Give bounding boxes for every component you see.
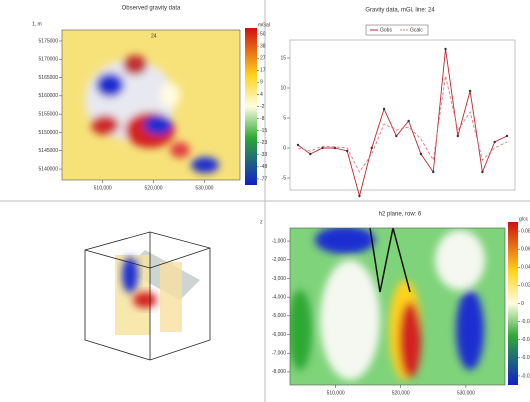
y-tick-label: 5175000 — [39, 38, 59, 44]
colorbar-label: 50 — [260, 31, 266, 37]
colorbar-label: 0.02 — [521, 283, 530, 289]
data-point — [296, 143, 300, 147]
colorbar-label: -0.06 — [521, 355, 530, 361]
gravity-field — [62, 30, 240, 180]
y-tick-label: 5150000 — [39, 130, 59, 136]
colorbar-label: 4 — [260, 92, 263, 98]
colorbar-label: 27 — [260, 56, 266, 62]
data-point — [468, 89, 472, 93]
colorbar-label: 0.06 — [521, 246, 530, 252]
y-tick-label: 5 — [283, 115, 286, 121]
colorbar-label: -23 — [260, 140, 267, 146]
data-point — [321, 146, 324, 150]
plot-frame — [289, 227, 506, 386]
legend-label: Gobs — [380, 27, 392, 33]
colorbar-unit: mGal — [258, 22, 270, 28]
y-tick-label: -2,000 — [272, 257, 286, 263]
data-point — [382, 107, 386, 111]
x-tick-label: 510,000 — [327, 390, 345, 396]
y-tick-label: -6,000 — [272, 332, 286, 338]
colorbar-label: -33 — [260, 152, 267, 158]
series-line — [297, 75, 508, 173]
x-tick-label: 530,000 — [195, 185, 213, 191]
y-tick-label: 5170000 — [39, 57, 59, 63]
colorbar-label: -0.04 — [521, 337, 530, 343]
data-point — [333, 146, 337, 150]
chart-title: Observed gravity data — [122, 6, 181, 12]
colorbar-label: -15 — [260, 128, 267, 134]
data-point — [493, 140, 496, 144]
colorbar-label: 0.04 — [521, 265, 530, 271]
data-point — [444, 47, 447, 51]
colorbar-label: 9 — [260, 80, 263, 86]
data-point — [395, 134, 398, 138]
axis-unit: 1, m — [32, 21, 42, 27]
colorbar-label: 17 — [260, 68, 266, 74]
colorbar — [245, 28, 257, 185]
data-point — [456, 134, 460, 138]
x-tick-label: 520,000 — [392, 390, 410, 396]
colorbar-label: 0 — [521, 301, 524, 307]
data-point — [481, 170, 484, 174]
data-point — [345, 149, 349, 153]
colorbar-label: 0.08 — [521, 228, 530, 234]
legend-label: Gcalc — [410, 27, 423, 33]
y-tick-label: 5155000 — [39, 111, 59, 117]
x-tick-label: 520,000 — [145, 185, 163, 191]
y-tick-label: 5145000 — [39, 148, 59, 154]
chart-title: h2 plane, row: 6 — [379, 212, 422, 218]
y-tick-label: 15 — [280, 55, 286, 61]
colorbar-label: 38 — [260, 43, 266, 49]
axis-unit: z — [260, 219, 263, 225]
y-tick-label: 5165000 — [39, 75, 59, 81]
colorbar-label: -0.08 — [521, 373, 530, 379]
plot-frame — [61, 29, 241, 181]
y-tick-label: -5 — [282, 175, 287, 181]
x-tick-label: 530,000 — [457, 390, 475, 396]
data-point — [419, 152, 423, 156]
plot-frame — [289, 39, 516, 191]
y-tick-label: 5140000 — [39, 166, 59, 172]
colorbar-label: -8 — [260, 116, 265, 122]
chart-title: Gravity data, mGl, line: 24 — [365, 8, 435, 14]
colorbar-label: -48 — [260, 164, 267, 170]
data-point — [358, 194, 361, 198]
x-tick-label: 510,000 — [94, 185, 112, 191]
y-tick-label: -4,000 — [272, 294, 286, 300]
data-point — [370, 146, 373, 150]
line-marker: 24 — [151, 33, 157, 39]
y-tick-label: 5160000 — [39, 93, 59, 99]
legend-box — [365, 24, 429, 36]
colorbar — [508, 222, 518, 385]
data-point — [505, 134, 509, 138]
data-point — [432, 170, 435, 174]
y-tick-label: -8,000 — [272, 369, 286, 375]
y-tick-label: -1,000 — [272, 238, 286, 244]
data-point — [407, 119, 410, 123]
density-section — [290, 228, 505, 385]
colorbar-label: -0.02 — [521, 319, 530, 325]
colorbar-label: -2 — [260, 104, 265, 110]
data-point — [309, 152, 312, 156]
y-tick-label: 10 — [280, 85, 286, 91]
y-tick-label: -7,000 — [272, 351, 286, 357]
y-tick-label: 0 — [283, 145, 286, 151]
y-tick-label: -3,000 — [272, 276, 286, 282]
3d-view — [84, 231, 211, 361]
colorbar-unit: g/cc — [519, 216, 529, 222]
y-tick-label: -5,000 — [272, 313, 286, 319]
colorbar-label: -77 — [260, 176, 267, 182]
